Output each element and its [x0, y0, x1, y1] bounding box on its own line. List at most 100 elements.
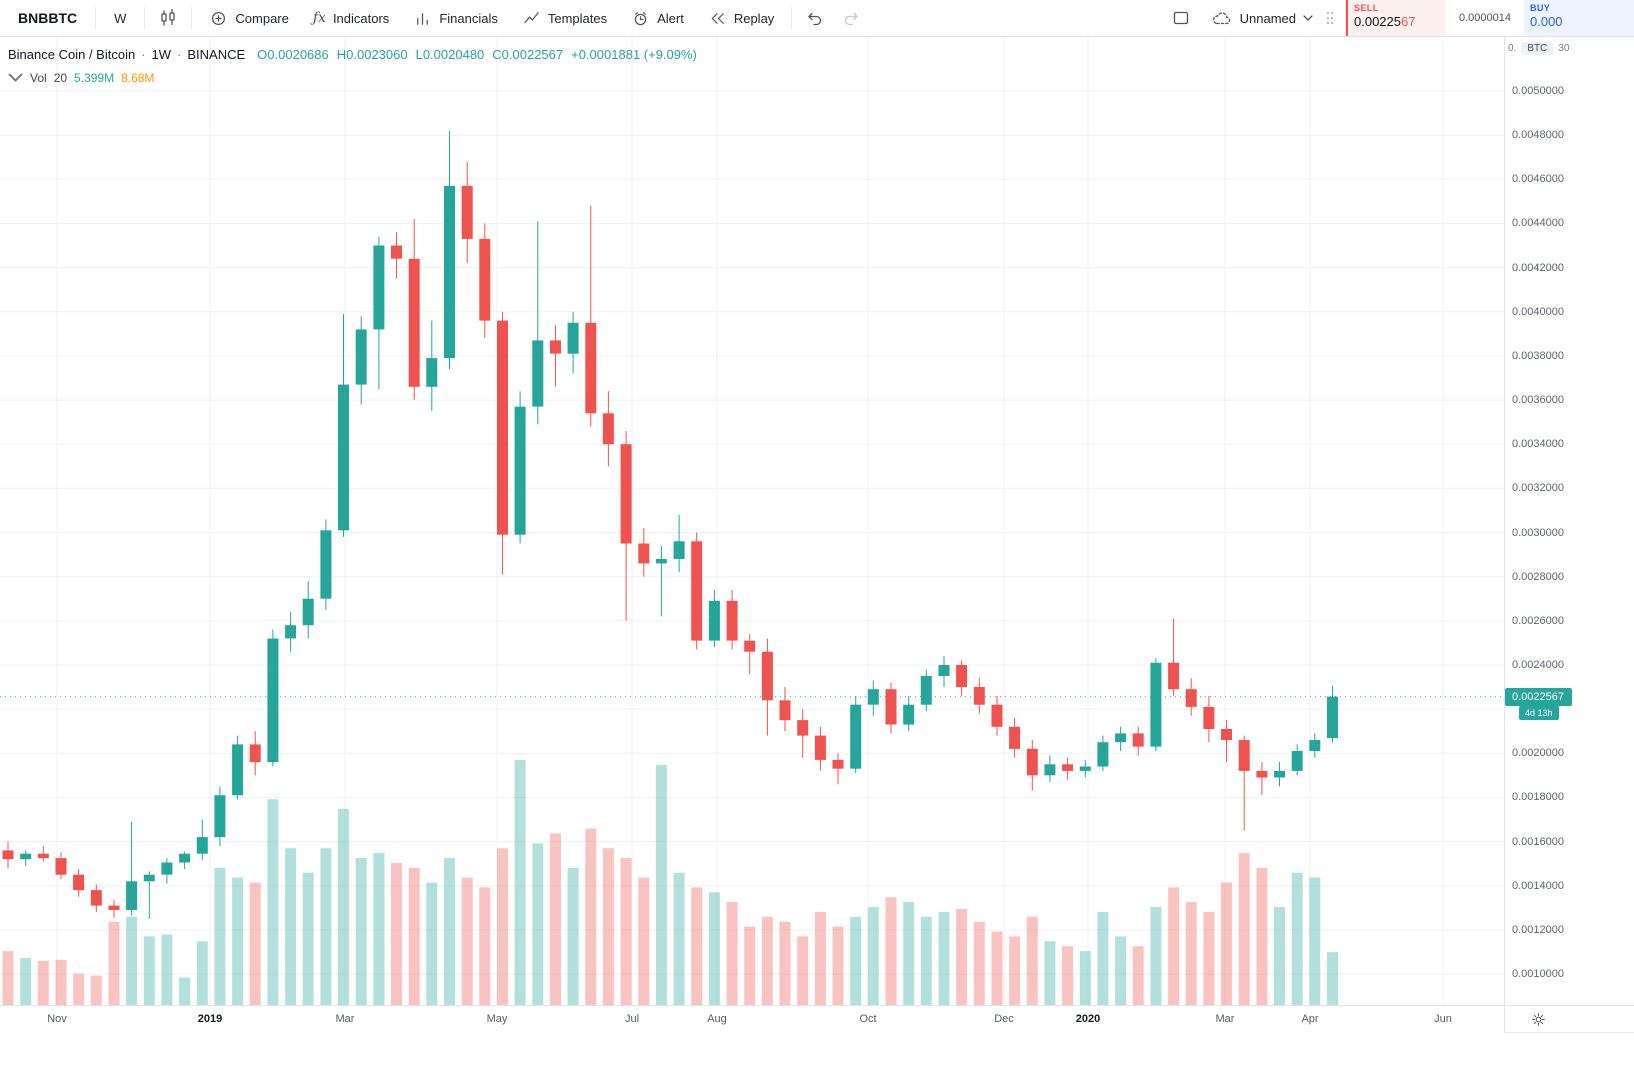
- price-tick: 0.0018000: [1512, 791, 1564, 804]
- plus-circle-icon: [212, 11, 226, 25]
- price-tick: 0.0050000: [1512, 85, 1564, 97]
- templates-label: Templates: [547, 10, 608, 26]
- time-tick: 2020: [1075, 1013, 1101, 1025]
- undo-arrow-icon: [808, 12, 822, 26]
- time-axis[interactable]: Nov 2019 Mar May Jul Aug Oct Dec 2020 Mar Apr Jun: [0, 1005, 1504, 1033]
- price-tick: 0.0010000: [1512, 968, 1564, 980]
- chart-style-button[interactable]: [151, 4, 185, 33]
- spread-value: 0.0000014: [1459, 12, 1511, 24]
- cloud-icon: [1212, 12, 1230, 25]
- legend-collapse-button[interactable]: [8, 70, 23, 85]
- price-tick: 0.0024000: [1512, 658, 1564, 671]
- low-value: 0.0020480: [422, 47, 485, 62]
- price-tick: 0.0014000: [1512, 879, 1564, 892]
- price-tick: 0.0020000: [1512, 747, 1564, 760]
- price-tick: 0.0016000: [1512, 835, 1564, 848]
- axis-unit-value: 30: [1558, 43, 1570, 54]
- legend-exchange: BINANCE: [187, 47, 246, 62]
- layout-name-button[interactable]: Unnamed: [1200, 4, 1324, 33]
- sell-price: 0.0022567: [1354, 14, 1416, 29]
- close-value: 0.0022567: [501, 47, 564, 62]
- price-tick: 0.0044000: [1512, 217, 1564, 230]
- alarm-clock-icon: [634, 11, 647, 25]
- interval-button[interactable]: W: [114, 10, 127, 26]
- axis-corner: [1504, 1005, 1634, 1032]
- price-tick: 0.0040000: [1512, 305, 1564, 318]
- drag-dots-icon[interactable]: [1326, 11, 1334, 25]
- alert-label: Alert: [657, 10, 684, 26]
- time-tick: Nov: [47, 1013, 67, 1025]
- buy-price: 0.000: [1530, 14, 1563, 29]
- change-value: +0.0001881 (+9.09%): [571, 47, 697, 62]
- time-tick: 2019: [197, 1013, 223, 1025]
- legend-volume-row: Vol 20 5.399M 8.68M: [8, 70, 697, 85]
- layout-name-label: Unnamed: [1239, 10, 1296, 26]
- templates-button[interactable]: Templates: [511, 4, 618, 33]
- time-tick: Jun: [1434, 1013, 1452, 1025]
- chart-legend: Binance Coin / Bitcoin · 1W · BINANCE O0…: [8, 47, 697, 85]
- line-chart-icon: [524, 11, 539, 23]
- time-tick: Dec: [994, 1013, 1014, 1025]
- time-tick: Jul: [624, 1013, 640, 1025]
- indicators-label: Indicators: [332, 10, 390, 26]
- time-tick: Oct: [859, 1013, 877, 1025]
- fx-icon: ƒx: [312, 10, 326, 26]
- time-tick: May: [486, 1013, 508, 1025]
- layout-button[interactable]: [1164, 4, 1198, 33]
- price-tick: 0.0042000: [1512, 261, 1564, 274]
- price-tick: 0.0030000: [1512, 526, 1564, 539]
- price-tick: 0.0034000: [1512, 438, 1564, 451]
- candlestick-chart[interactable]: [0, 37, 1504, 1005]
- ohlc-values: O0.0020686 H0.0023060 L0.0020480 C0.0022…: [257, 47, 697, 62]
- price-tick: 0.0046000: [1512, 173, 1564, 186]
- volume-ma-value: 8.68M: [121, 70, 155, 85]
- gear-icon[interactable]: [1531, 1012, 1546, 1027]
- toolbar-separator: [95, 7, 97, 29]
- toolbar-right-group: Unnamed: [1164, 4, 1334, 33]
- financials-button[interactable]: Financials: [402, 4, 509, 33]
- time-tick: Mar: [335, 1013, 355, 1025]
- volume-study-label: Vol: [30, 70, 47, 85]
- bar-chart-icon: [417, 12, 429, 25]
- replay-button[interactable]: Replay: [697, 4, 785, 33]
- buy-button[interactable]: BUY 0.000: [1524, 0, 1634, 36]
- financials-label: Financials: [439, 10, 498, 26]
- chevron-down-icon: [8, 73, 23, 82]
- volume-ma-length: 20: [53, 70, 68, 85]
- symbol-button[interactable]: BNBBTC: [18, 10, 78, 26]
- candles-icon: [161, 8, 176, 26]
- chart-pane: Binance Coin / Bitcoin · 1W · BINANCE O0…: [0, 37, 1504, 1005]
- undo-button[interactable]: [798, 4, 832, 33]
- price-tick: 0.0026000: [1512, 614, 1564, 627]
- compare-button[interactable]: Compare: [198, 4, 299, 33]
- legend-interval: 1W: [151, 47, 172, 62]
- price-axis[interactable]: 0.0050000 0.0048000 0.0046000 0.0044000 0.00…: [1504, 37, 1634, 1005]
- rewind-icon: [711, 12, 724, 24]
- axis-top-fragment: 0.: [1508, 43, 1517, 54]
- replay-label: Replay: [733, 10, 775, 26]
- toolbar-left-group: BNBBTC W Compare ƒx Indicators Financial…: [6, 4, 868, 33]
- sell-button[interactable]: SELL 0.0022567: [1346, 0, 1446, 36]
- toolbar-separator: [191, 7, 193, 29]
- redo-button[interactable]: [834, 4, 868, 33]
- price-tick: 0.0048000: [1512, 129, 1564, 142]
- legend-symbol-row: Binance Coin / Bitcoin · 1W · BINANCE O0…: [8, 47, 697, 62]
- legend-title: Binance Coin / Bitcoin: [8, 47, 136, 62]
- toolbar-separator: [791, 7, 793, 29]
- buy-label: BUY: [1530, 3, 1551, 13]
- bar-countdown: 4d 13h: [1519, 705, 1559, 720]
- indicators-button[interactable]: ƒx Indicators: [302, 4, 400, 33]
- trade-widget: SELL 0.0022567 0.0000014 BUY 0.000: [1345, 0, 1634, 37]
- toolbar-separator: [144, 7, 146, 29]
- sell-label: SELL: [1354, 3, 1379, 13]
- price-tick: 0.0032000: [1512, 482, 1564, 495]
- time-tick: Aug: [707, 1013, 727, 1025]
- redo-arrow-icon: [845, 12, 858, 26]
- open-value: 0.0020686: [267, 47, 329, 62]
- alert-button[interactable]: Alert: [620, 4, 695, 33]
- price-tick: 0.0038000: [1512, 349, 1564, 362]
- volume-value: 5.399M: [74, 70, 115, 85]
- caret-down-icon: [1303, 15, 1313, 21]
- btc-unit-chip[interactable]: BTC: [1521, 42, 1554, 55]
